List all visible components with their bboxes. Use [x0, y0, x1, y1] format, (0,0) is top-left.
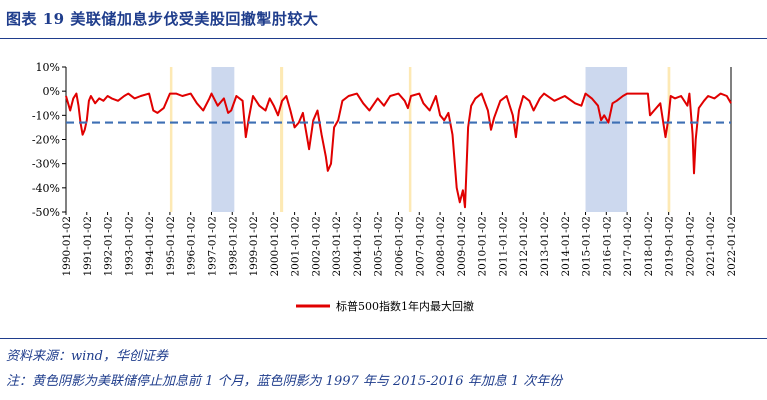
title-bar: 图表 19 美联储加息步伐受美股回撤掣肘较大: [0, 0, 767, 38]
x-tick-label-31: 2021-01-02: [705, 216, 717, 277]
y-tick-label-4: -30%: [32, 158, 60, 171]
x-tick-label-26: 2016-01-02: [601, 216, 613, 277]
x-tick-label-4: 1994-01-02: [144, 216, 156, 277]
x-tick-label-3: 1993-01-02: [123, 216, 135, 277]
x-tick-label-17: 2007-01-02: [414, 216, 426, 277]
x-tick-label-14: 2004-01-02: [352, 216, 364, 277]
x-tick-label-12: 2002-01-02: [310, 216, 322, 277]
x-tick-label-10: 2000-01-02: [269, 216, 281, 277]
x-tick-label-29: 2019-01-02: [664, 216, 676, 277]
x-tick-label-1: 1991-01-02: [82, 216, 94, 277]
shade-yellow-2: [280, 67, 284, 212]
x-tick-label-0: 1990-01-02: [61, 216, 73, 277]
shade-yellow-0: [169, 67, 173, 212]
x-tick-label-24: 2014-01-02: [560, 216, 572, 277]
shaded-periods: [169, 67, 671, 212]
x-tick-label-19: 2009-01-02: [456, 216, 468, 277]
x-tick-label-13: 2003-01-02: [331, 216, 343, 277]
y-tick-label-1: 0%: [43, 85, 60, 98]
title-divider: [0, 38, 767, 39]
x-tick-label-21: 2011-01-02: [497, 216, 509, 277]
legend: 标普500指数1年内最大回撤: [296, 299, 474, 313]
y-tick-label-6: -50%: [32, 206, 60, 219]
x-tick-label-9: 1999-01-02: [248, 216, 260, 277]
x-tick-label-5: 1995-01-02: [165, 216, 177, 277]
x-tick-label-28: 2018-01-02: [643, 216, 655, 277]
x-tick-label-18: 2008-01-02: [435, 216, 447, 277]
x-tick-label-11: 2001-01-02: [290, 216, 302, 277]
x-tick-label-8: 1998-01-02: [227, 216, 239, 277]
x-tick-label-2: 1992-01-02: [103, 216, 115, 277]
y-axis-ticks: 10% 0% -10% -20% -30% -40% -50%: [32, 61, 66, 219]
y-tick-label-0: 10%: [36, 61, 60, 74]
x-tick-label-32: 2022-01-02: [726, 216, 738, 277]
x-tick-label-23: 2013-01-02: [539, 216, 551, 277]
x-axis-ticks: 1990-01-02 1991-01-02 1992-01-02 1993-01-02…: [61, 212, 738, 277]
legend-label: 标普500指数1年内最大回撤: [336, 299, 474, 313]
shade-blue-4: [585, 67, 628, 212]
shade-blue-1: [211, 67, 235, 212]
source-note: 资料来源：wind，华创证券: [6, 349, 168, 364]
x-tick-label-16: 2006-01-02: [394, 216, 406, 277]
shade-yellow-5: [667, 67, 671, 212]
x-tick-label-30: 2020-01-02: [684, 216, 696, 277]
y-tick-label-5: -40%: [32, 182, 60, 195]
shade-yellow-3: [408, 67, 412, 212]
x-tick-label-27: 2017-01-02: [622, 216, 634, 277]
x-tick-label-22: 2012-01-02: [518, 216, 530, 277]
y-tick-label-2: -10%: [32, 109, 60, 122]
x-tick-label-20: 2010-01-02: [477, 216, 489, 277]
figure-title: 图表 19 美联储加息步伐受美股回撤掣肘较大: [6, 10, 319, 28]
x-tick-label-25: 2015-01-02: [581, 216, 593, 277]
drawdown-series-line: [65, 92, 732, 209]
x-tick-label-15: 2005-01-02: [373, 216, 385, 277]
footer-divider: [0, 338, 767, 339]
y-tick-label-3: -20%: [32, 134, 60, 147]
x-tick-label-6: 1996-01-02: [186, 216, 198, 277]
x-tick-label-7: 1997-01-02: [206, 216, 218, 277]
drawdown-line-chart: 10% 0% -10% -20% -30% -40% -50% 1990-01-02 1991…: [32, 61, 738, 313]
shading-note: 注：黄色阴影为美联储停止加息前 1 个月，蓝色阴影为 1997 年与 2015-…: [6, 374, 563, 389]
